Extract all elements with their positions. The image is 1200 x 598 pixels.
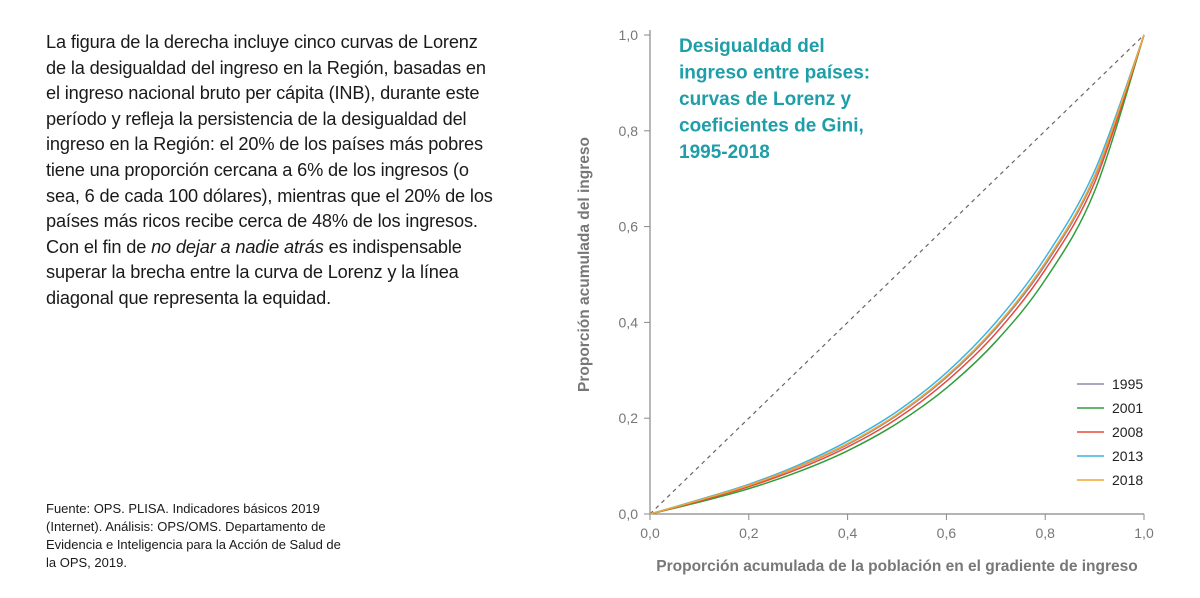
y-tick-label: 0,0	[619, 506, 639, 522]
chart-title-line: curvas de Lorenz y	[679, 89, 852, 110]
chart-legend: 1995 2001 2008 2013 2018	[1077, 376, 1143, 488]
chart-axes: 0,0 0,2 0,4 0,6 0,8 1,0 0,0 0,2 0,4 0,6 0,8 1,0 Prop…	[576, 27, 1154, 575]
legend-label-2001: 2001	[1112, 400, 1143, 416]
description-text-part2: es indispensable superar la brecha entre…	[46, 236, 462, 308]
lorenz-curve-2008	[649, 34, 1145, 515]
chart-title: Desigualdad del ingreso entre países: curv…	[679, 36, 870, 163]
description-column: La figura de la derecha incluye cinco cu…	[46, 30, 494, 312]
description-italic: no dejar a nadie atrás	[151, 236, 324, 257]
y-axis-label: Proporción acumulada del ingreso	[576, 137, 593, 392]
lorenz-curve-2018	[649, 34, 1145, 515]
description-paragraph: La figura de la derecha incluye cinco cu…	[46, 30, 494, 312]
lorenz-curve-2013	[649, 34, 1145, 515]
chart-title-line: ingreso entre países:	[679, 63, 870, 84]
description-text-part1: La figura de la derecha incluye cinco cu…	[46, 32, 493, 257]
x-axis-label: Proporción acumulada de la población en …	[656, 558, 1137, 575]
y-tick-label: 0,8	[619, 123, 639, 139]
lorenz-curve-2001	[649, 34, 1145, 515]
legend-label-1995: 1995	[1112, 376, 1143, 392]
x-tick-label: 0,4	[838, 525, 858, 541]
equality-line	[649, 34, 1145, 515]
legend-label-2018: 2018	[1112, 472, 1143, 488]
y-tick-label: 0,2	[619, 410, 639, 426]
x-tick-label: 0,6	[937, 525, 957, 541]
lorenz-chart: 0,0 0,2 0,4 0,6 0,8 1,0 0,0 0,2 0,4 0,6 0,8 1,0 Prop…	[576, 27, 1154, 575]
x-tick-label: 0,2	[739, 525, 759, 541]
chart-title-line: 1995-2018	[679, 142, 770, 163]
source-note: Fuente: OPS. PLISA. Indicadores básicos …	[46, 501, 341, 570]
y-tick-label: 0,4	[619, 314, 639, 330]
x-tick-label: 0,0	[640, 525, 660, 541]
chart-title-line: Desigualdad del	[679, 36, 825, 57]
legend-label-2013: 2013	[1112, 448, 1143, 464]
y-tick-label: 0,6	[619, 219, 639, 235]
y-tick-label: 1,0	[619, 27, 639, 43]
chart-title-line: coeficientes de Gini,	[679, 116, 864, 137]
legend-label-2008: 2008	[1112, 424, 1143, 440]
chart-curves	[649, 34, 1145, 515]
x-tick-label: 0,8	[1035, 525, 1055, 541]
x-tick-label: 1,0	[1134, 525, 1154, 541]
